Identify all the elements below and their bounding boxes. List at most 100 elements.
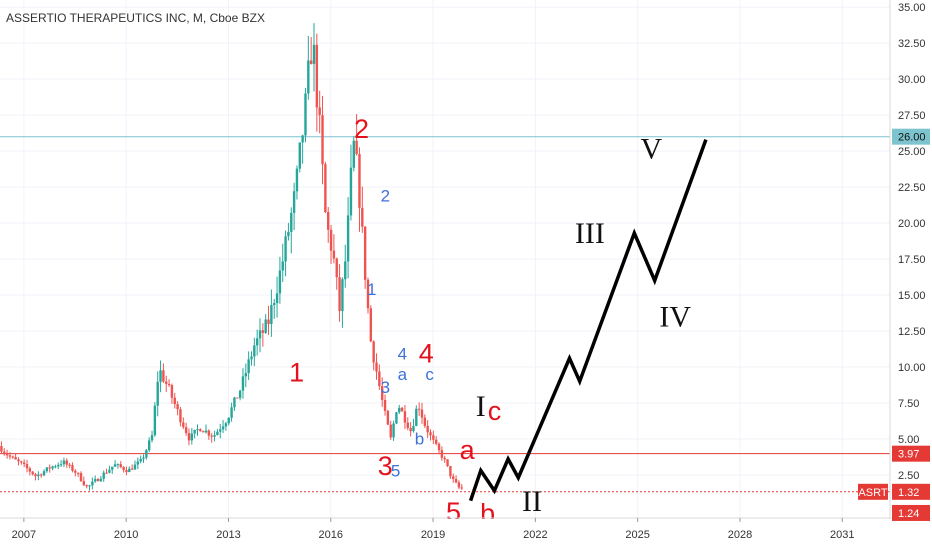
candle-body (17, 459, 20, 462)
candle-body (395, 412, 398, 424)
candle-body (420, 409, 424, 418)
price-level-label: 26.00 (898, 132, 926, 144)
candle-body (122, 467, 125, 470)
candle-body (116, 464, 120, 466)
candle-body (204, 430, 208, 433)
candle-body (37, 474, 40, 477)
candle-body (250, 356, 253, 360)
candle-body (196, 429, 199, 431)
candle-body (82, 481, 86, 486)
candle-body (392, 423, 395, 438)
candle-body (406, 422, 409, 429)
candle-body (312, 44, 316, 64)
wave-label-red: a (460, 435, 476, 465)
candle-body (341, 279, 344, 312)
candle-body (358, 154, 361, 208)
candle-body (76, 472, 80, 474)
candle-body (182, 422, 185, 428)
candle-body (366, 279, 370, 309)
candle-body (153, 405, 157, 436)
candle-body (457, 482, 461, 488)
candle-body (224, 423, 228, 427)
candle-body (329, 229, 333, 251)
candle-body (199, 429, 202, 432)
candle-body (417, 408, 421, 410)
ticker-label: ASRT (858, 487, 887, 499)
candle-body (309, 60, 313, 64)
candle-body (443, 457, 446, 460)
candle-body (142, 457, 145, 459)
candle-body (147, 440, 151, 451)
candle-body (423, 417, 427, 426)
candle-body (369, 308, 373, 342)
wave-label-black: IV (659, 301, 691, 334)
candle-body (344, 261, 347, 280)
wave-label-red: 2 (354, 114, 369, 144)
candle-body (230, 407, 233, 418)
candle-body (113, 464, 117, 467)
candle-body (255, 338, 259, 346)
candle-body (187, 433, 191, 441)
candle-body (8, 455, 12, 457)
candle-body (332, 250, 336, 259)
candle-body (361, 207, 364, 227)
low-price-box (892, 504, 930, 521)
candle-body (247, 359, 250, 374)
wave-label-black: III (575, 217, 605, 250)
candle-body (88, 485, 91, 487)
candle-body (315, 44, 319, 108)
candle-body (335, 258, 338, 278)
candle-body (264, 319, 267, 333)
candle-body (108, 469, 111, 473)
candle-body (210, 435, 213, 437)
ticker-badge (858, 483, 888, 500)
wave-label-blue: 1 (367, 280, 376, 299)
candle-body (375, 362, 378, 372)
wave-label-red: 4 (419, 339, 434, 369)
candle-body (380, 385, 384, 400)
x-tick-label: 2019 (421, 529, 445, 541)
y-tick-label: 35.00 (898, 2, 926, 14)
candle-body (170, 385, 174, 398)
x-tick-label: 2022 (523, 529, 547, 541)
candle-body (412, 425, 415, 432)
x-tick-label: 2013 (216, 529, 240, 541)
candle-body (270, 305, 273, 325)
wave-label-blue: c (425, 365, 434, 384)
candle-body (139, 458, 142, 462)
candle-body (429, 432, 432, 436)
candle-body (432, 435, 435, 440)
candle-body (173, 397, 176, 405)
x-tick-label: 2007 (12, 529, 36, 541)
y-tick-label: 2.50 (898, 470, 919, 482)
wave-label-black: V (640, 132, 662, 165)
candle-body (236, 397, 239, 399)
candle-body (165, 381, 168, 384)
candle-body (193, 429, 196, 434)
y-tick-label: 17.50 (898, 254, 926, 266)
candle-body (216, 431, 219, 436)
candle-body (79, 473, 83, 482)
candle-body (45, 467, 49, 472)
candle-body (34, 474, 37, 477)
candle-body (284, 236, 287, 262)
low-price-label: 1.24 (898, 508, 919, 520)
candle-body (327, 212, 330, 230)
candle-body (292, 191, 296, 213)
time-axis-background (0, 519, 932, 550)
candle-body (57, 464, 60, 467)
candle-body (42, 471, 46, 476)
candle-body (93, 479, 97, 482)
candle-body (238, 390, 242, 398)
candle-body (99, 478, 103, 482)
candle-body (48, 467, 51, 469)
candle-body (125, 469, 128, 473)
candle-body (383, 399, 387, 411)
candle-body (22, 462, 26, 465)
y-tick-label: 22.50 (898, 182, 926, 194)
candle-body (372, 341, 375, 363)
candle-body (190, 433, 194, 441)
